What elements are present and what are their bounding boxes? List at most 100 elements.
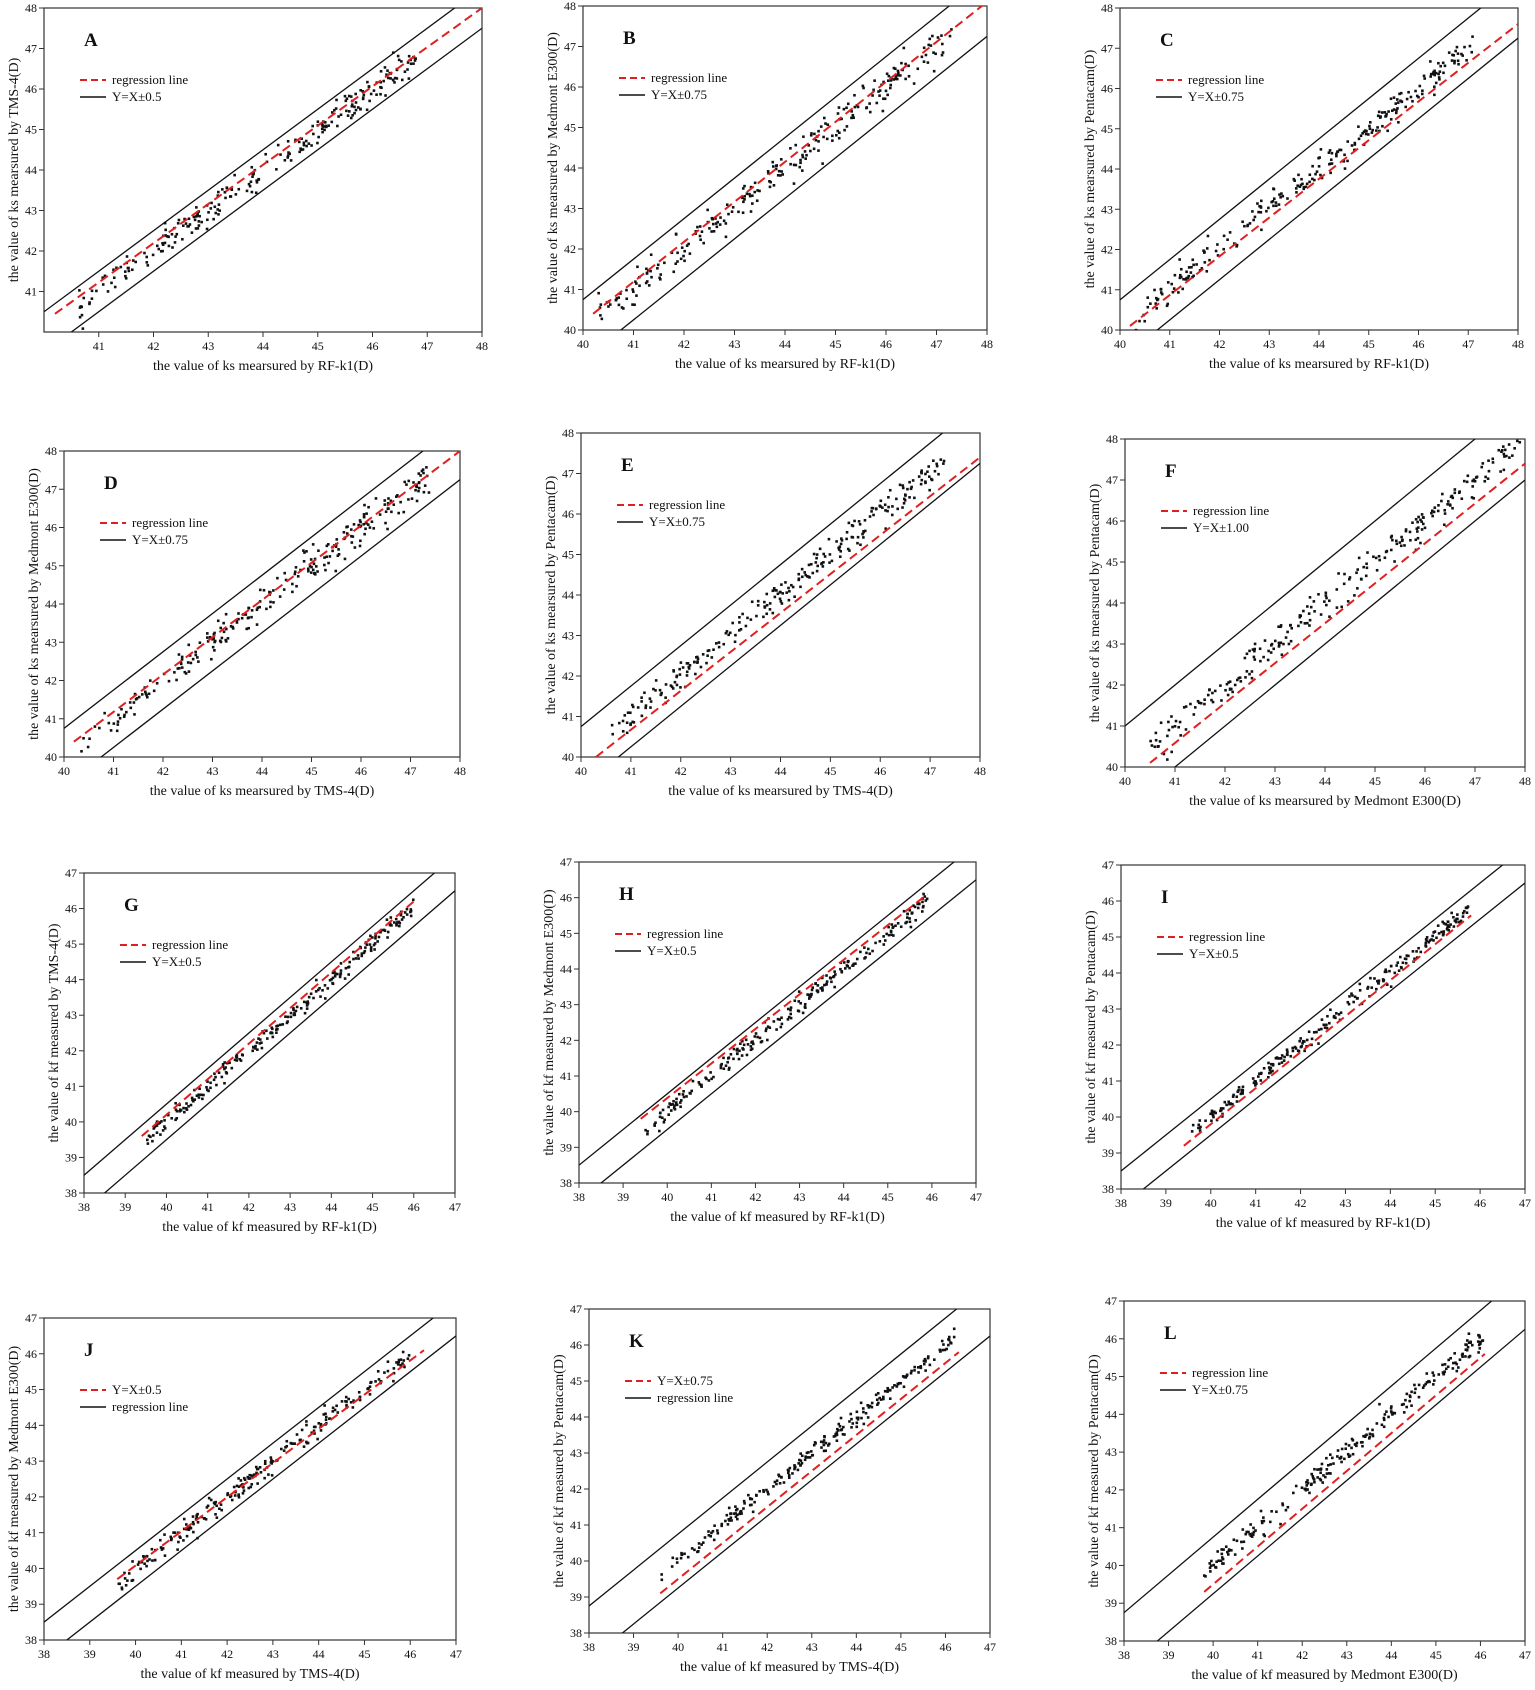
data-point	[746, 1043, 750, 1046]
data-point	[117, 713, 120, 717]
data-point	[1491, 461, 1495, 464]
data-point	[309, 571, 313, 574]
x-tick-label: 47	[1519, 1196, 1531, 1210]
plot-area	[1124, 1301, 1525, 1641]
data-point	[175, 232, 179, 236]
data-point	[862, 536, 865, 539]
data-point	[1306, 1481, 1310, 1485]
data-point	[1269, 651, 1273, 654]
data-point	[1386, 129, 1389, 133]
y-tick-label: 46	[1101, 82, 1113, 96]
data-point	[825, 983, 828, 986]
y-tick-label: 39	[1102, 1146, 1114, 1160]
data-point	[645, 267, 648, 271]
x-tick-label: 40	[130, 1647, 142, 1661]
data-point	[1431, 514, 1434, 518]
data-point	[328, 978, 332, 982]
data-point	[675, 1561, 679, 1564]
data-point	[933, 1358, 936, 1361]
data-point	[312, 1429, 316, 1433]
data-point	[327, 561, 330, 565]
data-point	[793, 595, 796, 599]
data-point	[252, 1045, 255, 1049]
regression-line	[640, 893, 929, 1120]
data-point	[1337, 572, 1340, 575]
x-tick-label: 43	[806, 1640, 818, 1654]
data-point	[1375, 129, 1378, 132]
data-point	[1252, 1530, 1256, 1534]
data-point	[664, 696, 667, 699]
legend-solid-label: Y=X±0.75	[649, 514, 705, 529]
data-point	[659, 273, 663, 276]
y-tick-label: 41	[1102, 1074, 1114, 1088]
data-point	[317, 1422, 321, 1425]
data-point	[1254, 1084, 1257, 1087]
data-point	[1312, 1031, 1316, 1034]
data-point	[1214, 1566, 1218, 1569]
data-point	[631, 703, 634, 707]
data-point	[845, 530, 849, 534]
x-tick-label: 40	[160, 1200, 172, 1214]
data-point	[325, 544, 329, 548]
data-point	[742, 200, 745, 204]
data-point	[1470, 50, 1474, 54]
data-point	[883, 939, 887, 942]
y-tick-label: 38	[25, 1633, 37, 1647]
y-axis-label: the value of ks mearsured by Medmont E30…	[27, 468, 42, 740]
data-point	[658, 1115, 662, 1119]
data-point	[1455, 1362, 1458, 1366]
data-point	[247, 1486, 251, 1490]
data-point	[310, 565, 313, 569]
data-point	[339, 969, 343, 972]
data-point	[222, 630, 226, 634]
data-point	[797, 1009, 801, 1013]
data-point	[206, 632, 209, 635]
data-point	[660, 691, 663, 695]
data-point	[255, 179, 259, 182]
data-point	[322, 1413, 326, 1416]
data-point	[362, 515, 366, 519]
data-point	[352, 950, 355, 954]
data-point	[1306, 1488, 1309, 1491]
x-tick-label: 44	[850, 1640, 862, 1654]
data-point	[197, 224, 201, 227]
data-point	[787, 598, 791, 602]
data-point	[1471, 35, 1474, 38]
data-point	[848, 549, 851, 552]
data-point	[797, 572, 801, 576]
data-point	[251, 1474, 254, 1478]
data-point	[406, 61, 410, 64]
data-point	[323, 984, 327, 987]
data-point	[223, 190, 227, 194]
data-point	[169, 1535, 173, 1539]
data-point	[402, 915, 405, 919]
data-point	[669, 1103, 673, 1106]
data-point	[853, 93, 856, 97]
data-point	[349, 95, 353, 98]
y-tick-label: 43	[1101, 202, 1113, 216]
data-point	[1448, 503, 1452, 506]
data-point	[1241, 1085, 1245, 1089]
data-point	[184, 222, 188, 225]
data-point	[1444, 923, 1448, 926]
data-point	[1239, 680, 1243, 683]
data-point	[1149, 302, 1152, 305]
data-point	[1299, 1037, 1303, 1040]
data-point	[890, 923, 894, 926]
data-point	[352, 1399, 355, 1402]
data-point	[226, 1492, 230, 1495]
data-point	[1212, 1110, 1216, 1114]
data-point	[315, 978, 318, 982]
limit-line	[70, 27, 482, 332]
x-tick-label: 42	[761, 1640, 773, 1654]
data-point	[1451, 496, 1455, 500]
x-tick-label: 42	[221, 1647, 233, 1661]
data-point	[645, 271, 649, 275]
data-point	[1486, 477, 1490, 480]
data-point	[1404, 1398, 1407, 1402]
data-point	[1321, 1481, 1325, 1484]
x-tick-label: 47	[405, 764, 417, 778]
data-point	[127, 269, 131, 273]
data-point	[265, 607, 268, 611]
data-point	[389, 499, 393, 503]
